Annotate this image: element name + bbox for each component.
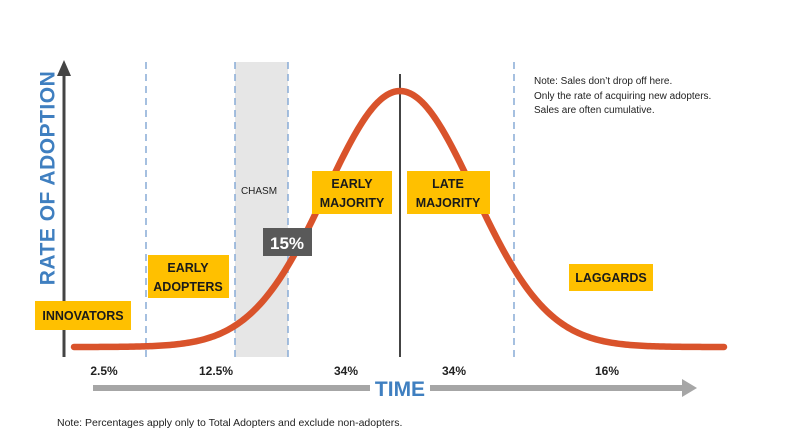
laggards-label-line-1: LAGGARDS [575,271,647,285]
time-arrow-head [682,379,697,397]
late-majority-label-line-1: LATE [432,177,464,191]
early-majority-label-line-2: MAJORITY [320,196,385,210]
laggards-label-box [569,264,653,291]
innovators-label-box [35,301,131,330]
late-majority-label-box [407,171,490,214]
segment-label-innovators: INNOVATORS [35,301,131,330]
share-early-majority: 34% [334,364,358,378]
chasm-band [235,62,288,357]
segment-label-laggards: LAGGARDS [569,264,653,291]
y-axis-label: RATE OF ADOPTION [37,71,60,286]
note-line-3: Sales are often cumulative. [534,105,655,116]
share-early-adopters: 12.5% [199,364,233,378]
share-innovators: 2.5% [90,364,118,378]
segment-label-late-majority: LATE MAJORITY [407,171,490,214]
time-axis-label: TIME [375,378,425,401]
y-axis-arrowhead [57,60,71,76]
share-laggards: 16% [595,364,619,378]
chasm-percent-text: 15% [270,234,304,253]
early-majority-label-box [312,171,392,214]
segment-label-early-adopters: EARLY ADOPTERS [148,255,229,298]
early-adopters-label-line-1: EARLY [167,261,209,275]
segment-label-early-majority: EARLY MAJORITY [312,171,392,214]
early-adopters-label-box [148,255,229,298]
chasm-percent-badge [263,228,312,256]
late-majority-label-line-2: MAJORITY [416,196,481,210]
early-adopters-label-line-2: ADOPTERS [153,280,222,294]
note-line-2: Only the rate of acquiring new adopters. [534,91,711,102]
innovators-label-line-1: INNOVATORS [42,309,123,323]
adoption-curve [70,87,728,351]
chasm-label: CHASM [241,186,277,197]
note-line-1: Note: Sales don’t drop off here. [534,76,672,87]
early-majority-label-line-1: EARLY [331,177,373,191]
footnote: Note: Percentages apply only to Total Ad… [57,417,402,429]
share-late-majority: 34% [442,364,466,378]
